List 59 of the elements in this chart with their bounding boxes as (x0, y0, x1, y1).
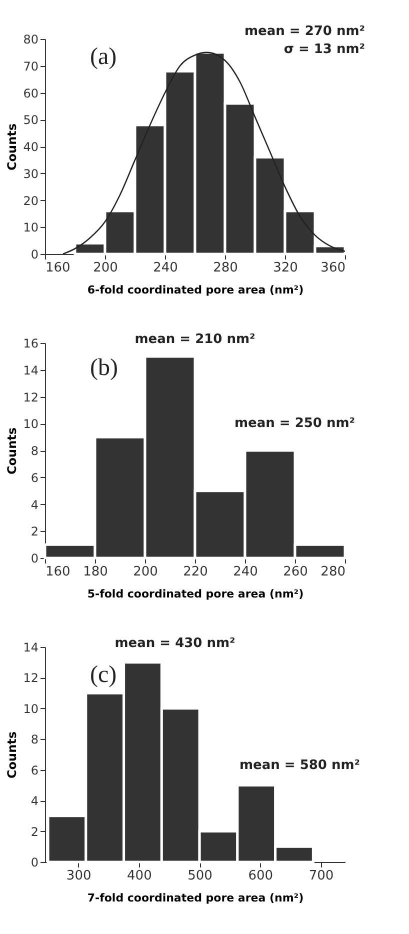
y-tick-label: 70 (23, 59, 38, 74)
text: mean = 270 nm² (244, 24, 365, 39)
x-tick-label: 600 (248, 868, 274, 884)
annotation: (c) (90, 662, 117, 688)
x-tick-label: 180 (83, 564, 108, 580)
annotation: (b) (90, 355, 118, 381)
y-axis-title: Counts (5, 731, 20, 779)
x-tick-label: 320 (273, 260, 298, 276)
y-tick-label: 6 (30, 763, 38, 778)
y-tick-label: 2 (30, 824, 38, 839)
y-tick-label: 40 (23, 140, 38, 154)
x-tick-label: 280 (213, 260, 238, 276)
x-tick-label: 200 (133, 564, 158, 580)
y-tick-label: 20 (23, 194, 38, 208)
annotation: σ = 13 nm² (284, 42, 365, 57)
y-tick-label: 10 (23, 220, 38, 235)
y-tick-label: 80 (23, 32, 38, 46)
x-axis-title: 6-fold coordinated pore area (nm²) (87, 284, 304, 296)
y-tick-label: 0 (30, 552, 38, 566)
y-tick-label: 2 (30, 524, 38, 539)
y-tick-label: 6 (30, 470, 38, 485)
x-tick-label: 280 (320, 564, 346, 580)
y-tick-label: 12 (23, 671, 38, 686)
y-tick-label: 8 (30, 732, 38, 747)
x-tick-label: 360 (320, 260, 346, 276)
y-tick-label: 0 (30, 856, 38, 870)
y-tick-label: 16 (23, 336, 38, 350)
x-tick-label: 700 (308, 868, 334, 884)
y-tick-label: 14 (23, 363, 38, 378)
x-tick-label: 400 (127, 868, 152, 884)
annotation: mean = 250 nm² (234, 416, 355, 431)
y-tick-label: 14 (23, 640, 38, 654)
x-tick-label: 500 (188, 868, 212, 884)
x-tick-label: 220 (183, 564, 208, 580)
y-tick-label: 8 (30, 444, 38, 458)
y-tick-label: 0 (30, 248, 38, 262)
x-tick-label: 160 (46, 564, 70, 580)
x-tick-label: 300 (66, 868, 92, 884)
annotation: mean = 430 nm² (114, 636, 236, 651)
annotation: mean = 580 nm² (240, 758, 360, 773)
annotation: (a) (90, 44, 117, 70)
y-tick-label: 4 (30, 794, 38, 808)
y-tick-label: 50 (23, 113, 38, 128)
y-tick-label: 30 (23, 166, 38, 181)
x-axis-title: 5-fold coordinated pore area (nm²) (87, 588, 304, 600)
x-tick-label: 260 (283, 564, 308, 580)
x-tick-label: 200 (93, 260, 118, 276)
y-tick-label: 10 (23, 702, 38, 716)
y-tick-label: 12 (23, 390, 38, 404)
x-tick-label: 240 (153, 260, 178, 276)
y-axis-title: Counts (5, 427, 20, 475)
y-tick-label: 4 (30, 498, 38, 512)
x-axis-title: 7-fold coordinated pore area (nm²) (87, 892, 304, 904)
x-tick-label: 160 (46, 260, 70, 276)
x-tick-label: 240 (233, 564, 258, 580)
y-axis-title: Counts (5, 123, 20, 171)
y-tick-label: 10 (23, 417, 38, 432)
y-tick-label: 60 (23, 86, 38, 100)
annotation: mean = 210 nm² (134, 332, 256, 347)
